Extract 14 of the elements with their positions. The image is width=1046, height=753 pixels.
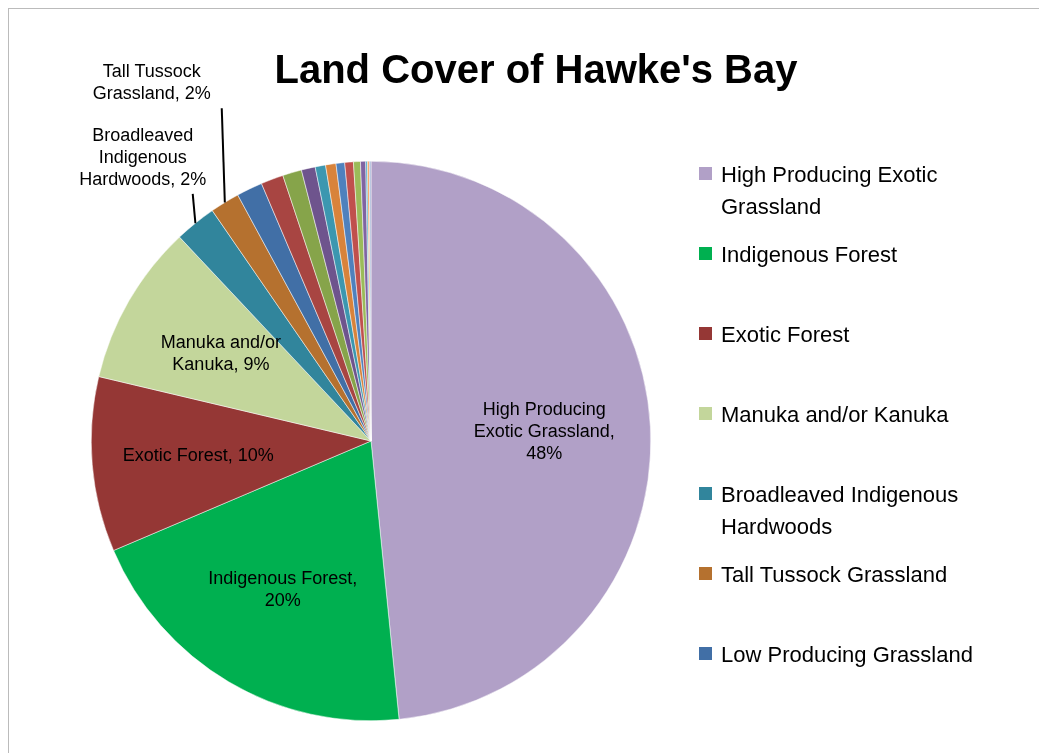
legend-label: Manuka and/or Kanuka	[721, 401, 949, 429]
legend-label: Indigenous Forest	[721, 241, 898, 269]
data-label: Manuka and/or Kanuka, 9%	[160, 332, 281, 375]
data-label: Broadleaved Indigenous Hardwoods, 2%	[79, 124, 207, 189]
legend-label: Broadleaved Indigenous Hardwoods	[721, 481, 960, 541]
data-label: Tall Tussock Grassland, 2%	[92, 61, 211, 104]
legend-label: High Producing Exotic Grassland	[721, 161, 939, 221]
data-label: High Producing Exotic Grassland, 48%	[473, 399, 615, 464]
legend-label: Low Producing Grassland	[721, 641, 973, 669]
chart-title: Land Cover of Hawke's Bay	[274, 47, 798, 91]
data-label: Indigenous Forest, 20%	[208, 568, 358, 611]
legend-label: Exotic Forest	[721, 321, 850, 349]
legend-label: Tall Tussock Grassland	[721, 561, 948, 589]
data-label: Exotic Forest, 10%	[122, 444, 274, 465]
